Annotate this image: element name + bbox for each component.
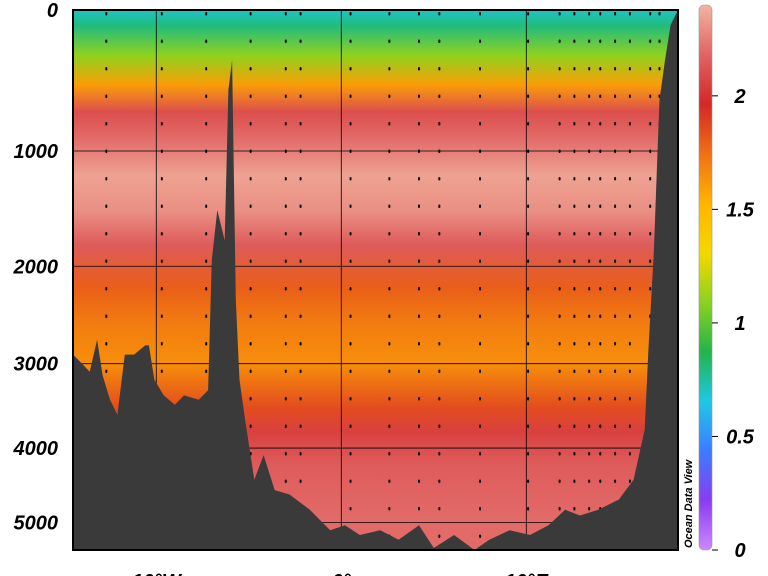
y-tick-label: 1000	[14, 141, 59, 163]
bathymetry	[73, 10, 678, 550]
axes: 10°W 0° 10°E 0 1000 2000 3000 4000 5000 0 0.5 1 1.5 2	[13, 0, 755, 576]
watermark: Ocean Data View	[683, 458, 695, 548]
y-tick-label: 2000	[13, 256, 59, 278]
colorbar-tick-label: 1.5	[726, 199, 755, 221]
colorbar-tick-label: 2	[733, 86, 745, 108]
x-tick-label: 10°E	[504, 571, 548, 576]
x-tick-label: 10°W	[132, 571, 183, 576]
colorbar-tick-label: 0	[734, 540, 745, 562]
colorbar-tick-label: 0.5	[726, 426, 755, 448]
y-tick-label: 4000	[13, 438, 59, 460]
x-tick-label: 0°	[332, 571, 352, 576]
colorbar-tick-label: 1	[734, 313, 745, 335]
y-tick-label: 0	[47, 0, 58, 22]
frame	[72, 9, 679, 551]
colorbar	[698, 4, 713, 551]
y-tick-label: 3000	[14, 354, 59, 376]
y-tick-label: 5000	[14, 513, 59, 535]
